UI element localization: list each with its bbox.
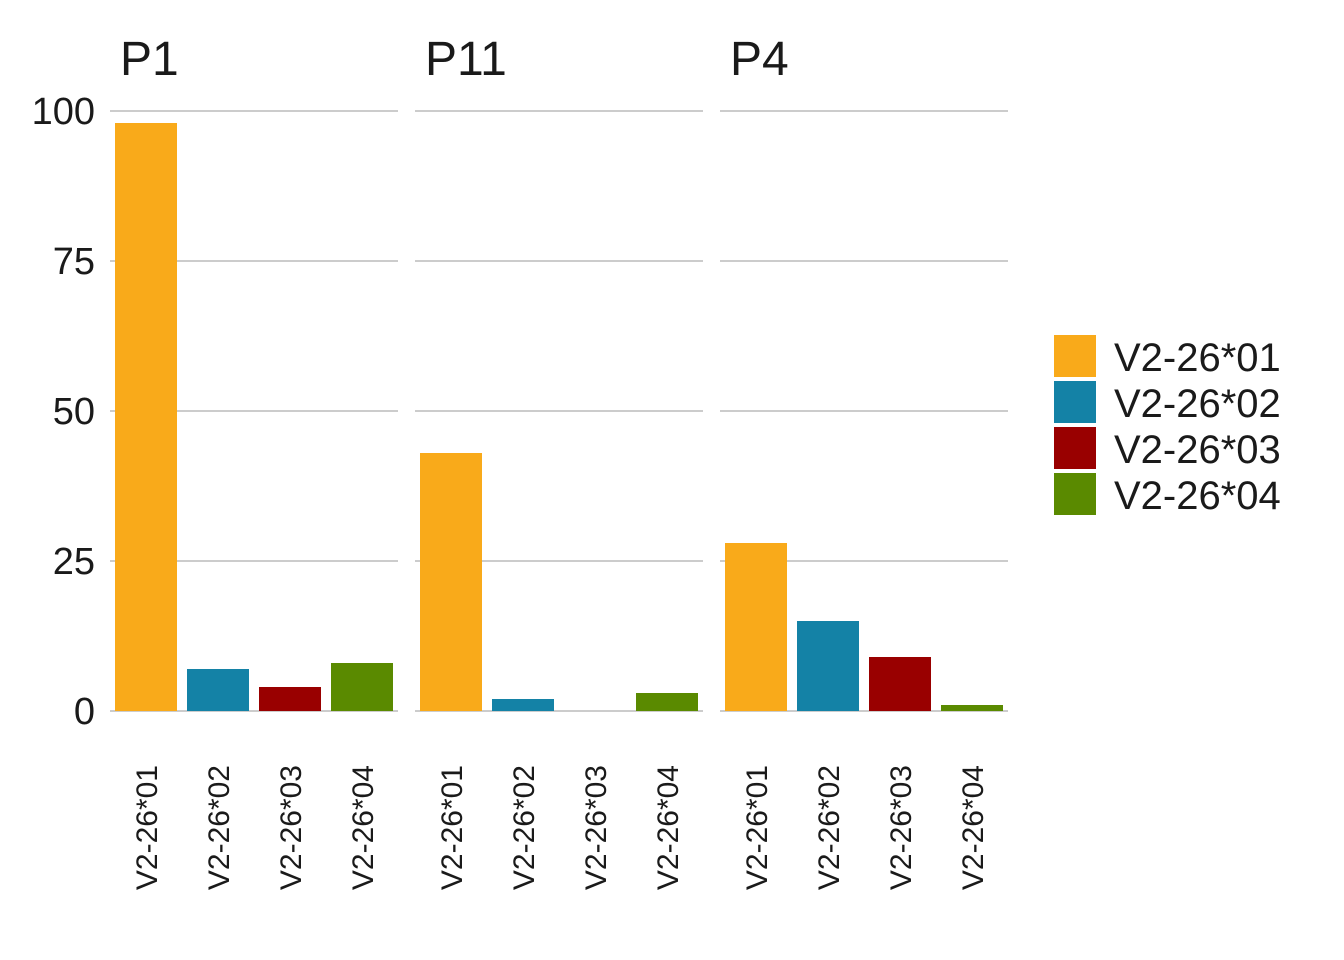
y-tick-label: 50: [53, 391, 95, 433]
bar: [115, 123, 177, 711]
x-tick-label: V2-26*04: [652, 765, 685, 890]
x-tick-label: V2-26*02: [203, 765, 236, 890]
panel-title: P1: [120, 33, 179, 86]
bar: [636, 693, 698, 711]
legend-label: V2-26*01: [1114, 336, 1281, 380]
bar: [420, 453, 482, 711]
legend-label: V2-26*04: [1114, 474, 1281, 518]
y-tick-label: 0: [74, 691, 95, 733]
x-tick-label: V2-26*02: [508, 765, 541, 890]
x-tick-label: V2-26*01: [436, 765, 469, 890]
y-tick-label: 25: [53, 541, 95, 583]
legend-swatch: [1054, 381, 1096, 423]
legend-swatch: [1054, 473, 1096, 515]
y-tick-label: 75: [53, 241, 95, 283]
legend-swatch: [1054, 427, 1096, 469]
bar: [725, 543, 787, 711]
x-tick-label: V2-26*04: [347, 765, 380, 890]
legend-swatch: [1054, 335, 1096, 377]
bar: [187, 669, 249, 711]
x-tick-label: V2-26*03: [885, 765, 918, 890]
bar: [331, 663, 393, 711]
bar: [259, 687, 321, 711]
y-tick-label: 100: [32, 91, 95, 133]
x-tick-label: V2-26*04: [957, 765, 990, 890]
x-tick-label: V2-26*02: [813, 765, 846, 890]
legend-label: V2-26*03: [1114, 428, 1281, 472]
panel-title: P4: [730, 33, 789, 86]
x-tick-label: V2-26*03: [275, 765, 308, 890]
x-tick-label: V2-26*03: [580, 765, 613, 890]
bar: [941, 705, 1003, 711]
x-tick-label: V2-26*01: [741, 765, 774, 890]
panel-title: P11: [425, 33, 507, 86]
bar: [492, 699, 554, 711]
bar: [869, 657, 931, 711]
bar: [797, 621, 859, 711]
x-tick-label: V2-26*01: [131, 765, 164, 890]
legend-label: V2-26*02: [1114, 382, 1281, 426]
